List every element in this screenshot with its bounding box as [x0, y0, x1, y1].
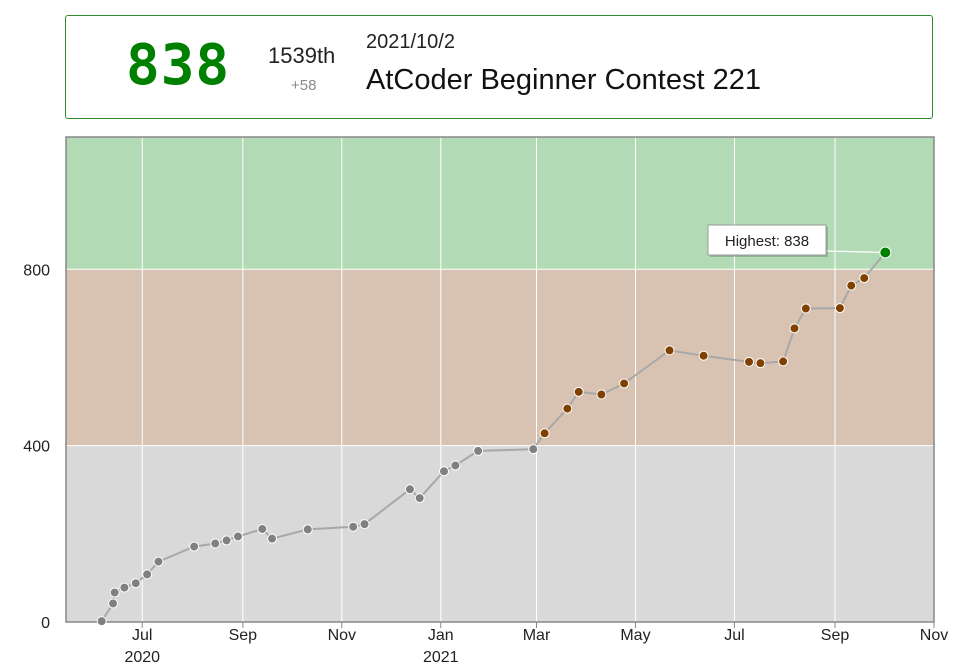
rating-point [414, 493, 425, 504]
contest-name[interactable]: AtCoder Beginner Contest 221 [366, 64, 761, 96]
x-tick-label: Sep [821, 627, 850, 644]
x-year-label: 2020 [124, 649, 160, 666]
rating-point [119, 582, 130, 593]
rating-point [789, 323, 800, 334]
rating-point [153, 556, 164, 567]
rating-point [859, 273, 870, 284]
x-tick-label: Sep [229, 627, 258, 644]
rating-point [834, 303, 845, 314]
rating-point [404, 484, 415, 495]
x-tick-label: Mar [523, 627, 551, 644]
x-tick-label: Jul [724, 627, 744, 644]
rating-band-1 [66, 269, 934, 446]
rating-point [130, 578, 141, 589]
rating-point [539, 428, 550, 439]
rating-point [562, 403, 573, 414]
contest-date: 2021/10/2 [366, 31, 455, 53]
contest-rank: 1539th [268, 43, 336, 68]
rating-point [348, 521, 359, 532]
x-tick-label: May [620, 627, 650, 644]
rating-point [221, 535, 232, 546]
rating-point [96, 616, 107, 627]
x-tick-label: Nov [328, 627, 356, 644]
rating-band-0 [66, 445, 934, 622]
highest-leader-line [825, 250, 886, 254]
y-tick-label: 400 [23, 439, 50, 456]
rating-point [596, 389, 607, 400]
rating-delta: +58 [291, 77, 317, 94]
y-tick-label: 0 [41, 615, 50, 632]
contest-summary-card: 838 1539th +58 2021/10/2 AtCoder Beginne… [65, 15, 933, 119]
rating-point [257, 523, 268, 534]
x-tick-label: Jan [428, 627, 454, 644]
rating-point [619, 378, 630, 389]
rating-point [698, 350, 709, 361]
rating-point [778, 356, 789, 367]
rating-point [189, 541, 200, 552]
rating-point [846, 280, 857, 291]
rating-point [232, 531, 243, 542]
rating-point [302, 524, 313, 535]
x-year-label: 2021 [423, 649, 459, 666]
rating-point [800, 303, 811, 314]
plot-frame [65, 136, 935, 623]
rating-point [473, 445, 484, 456]
rating-point [109, 587, 120, 598]
rating-point [210, 538, 221, 549]
rating-point [267, 533, 278, 544]
highest-label-box [707, 224, 827, 256]
current-rating: 838 [126, 33, 231, 98]
rating-point [142, 569, 153, 580]
rating-point [744, 356, 755, 367]
rating-point [755, 358, 766, 369]
rating-point [359, 519, 370, 530]
rating-point [664, 345, 675, 356]
rating-point [439, 466, 450, 477]
y-tick-label: 800 [23, 262, 50, 279]
x-tick-label: Jul [132, 627, 152, 644]
rating-point [573, 386, 584, 397]
rating-point [108, 598, 119, 609]
x-tick-label: Nov [920, 627, 948, 644]
rating-point [450, 460, 461, 471]
highest-label: Highest: 838 [725, 233, 809, 250]
rating-point [879, 246, 892, 259]
rating-point [528, 444, 539, 455]
